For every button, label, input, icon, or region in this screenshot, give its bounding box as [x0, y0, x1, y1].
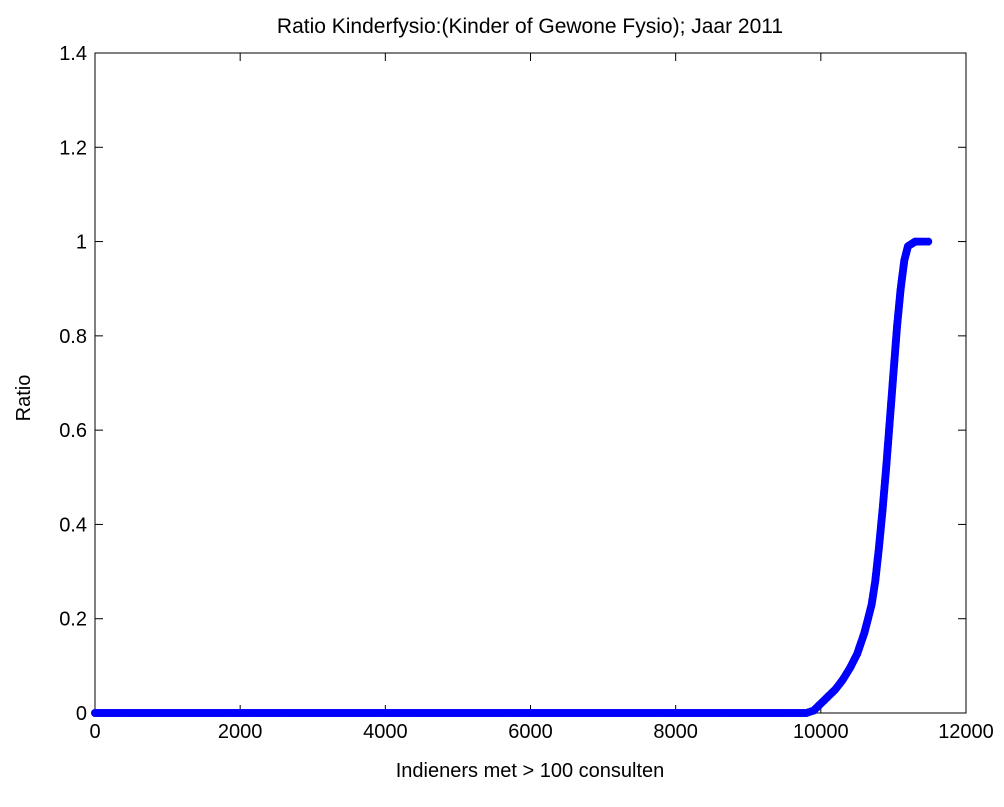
data-point: [924, 237, 933, 246]
x-tick-label: 8000: [653, 721, 698, 743]
x-tick-label: 12000: [938, 721, 994, 743]
y-tick-label: 1.2: [59, 137, 87, 159]
x-tick-label: 4000: [363, 721, 408, 743]
x-tick-label: 2000: [218, 721, 263, 743]
y-tick-label: 1: [76, 232, 87, 254]
y-tick-label: 0.4: [59, 514, 87, 536]
plot-area: [94, 52, 967, 714]
chart-title: Ratio Kinderfysio:(Kinder of Gewone Fysi…: [277, 15, 783, 38]
y-tick-label: 0: [76, 703, 87, 725]
data-points: [91, 237, 933, 717]
y-tick-label: 1.4: [59, 43, 87, 65]
x-tick-label: 0: [89, 721, 100, 743]
axis-ticks: 0 2000 4000 6000 8000 10000 12000 0 0.2 0.4 0.6 0.8…: [59, 43, 994, 743]
y-tick-label: 0.8: [59, 326, 87, 348]
x-tick-label: 10000: [793, 721, 849, 743]
y-tick-label: 0.6: [59, 420, 87, 442]
y-tick-label: 0.2: [59, 609, 87, 631]
x-tick-label: 6000: [508, 721, 553, 743]
y-axis-label: Ratio: [13, 375, 35, 422]
x-axis-label: Indieners met > 100 consulten: [396, 760, 665, 782]
